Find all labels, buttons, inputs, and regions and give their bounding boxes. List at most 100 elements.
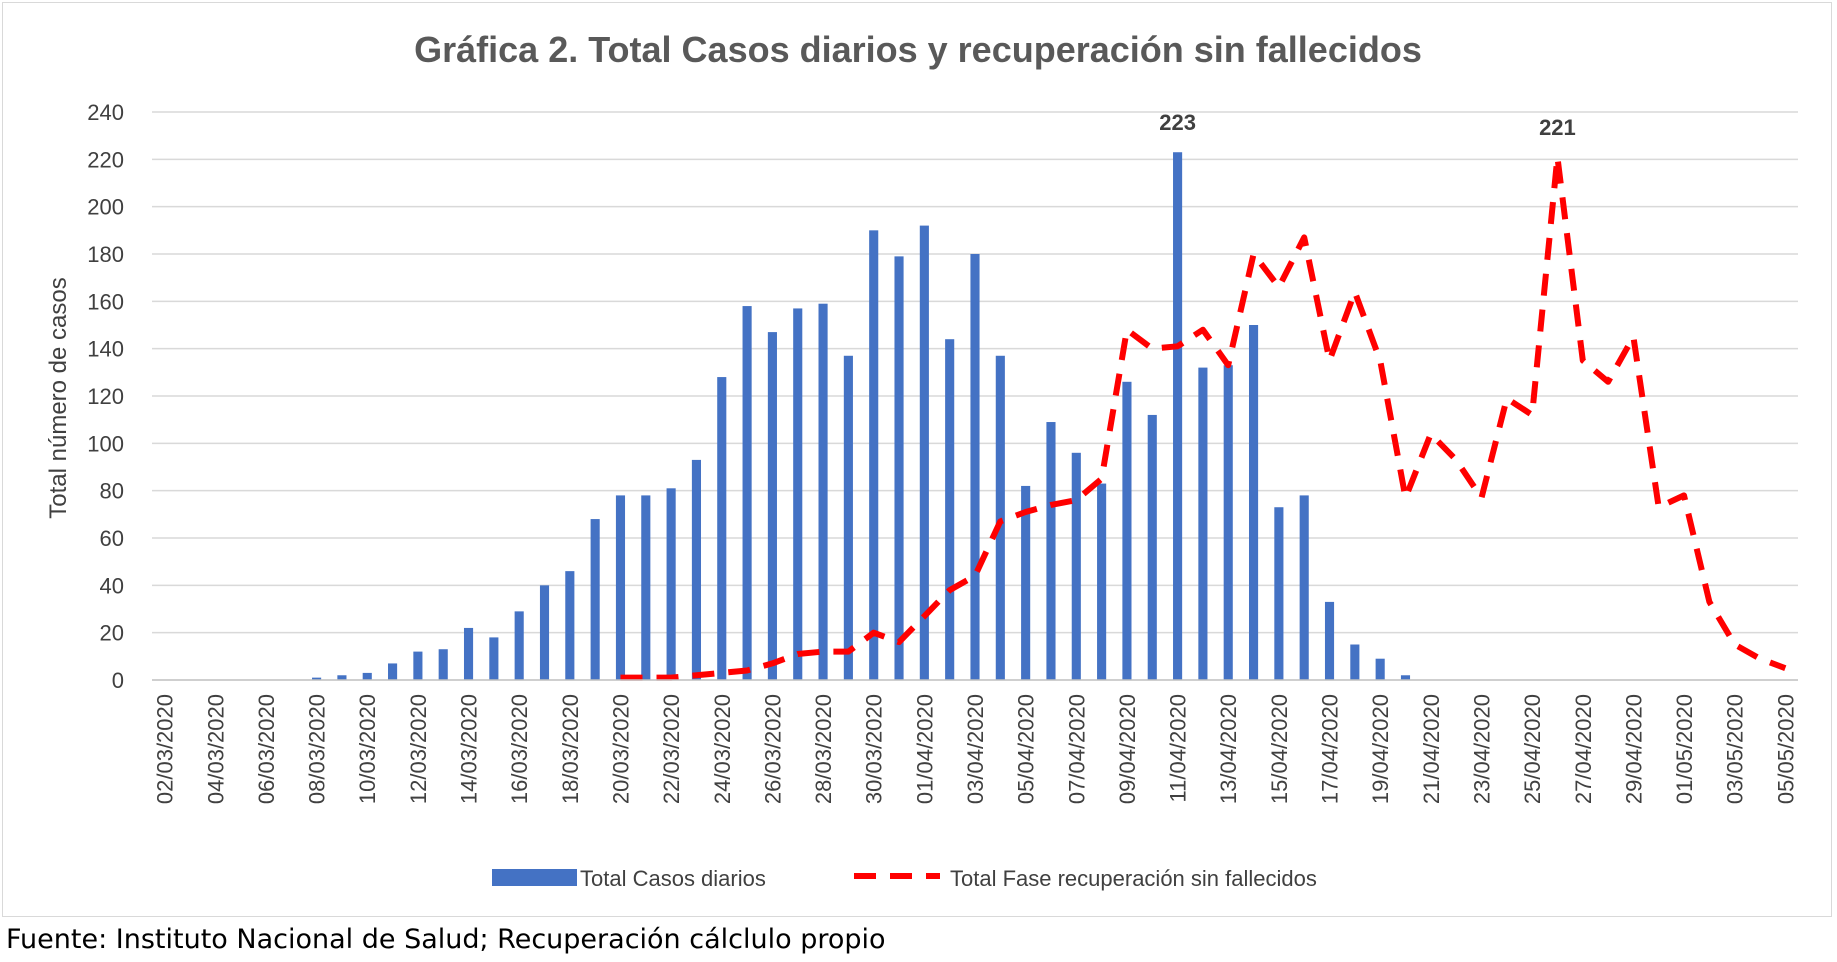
bar xyxy=(641,495,651,680)
x-tick-label: 05/04/2020 xyxy=(1014,694,1039,804)
bar xyxy=(945,339,955,680)
data-labels: 223 221 xyxy=(1159,110,1576,140)
x-tick-label: 09/04/2020 xyxy=(1115,694,1140,804)
bar xyxy=(742,306,752,680)
bar xyxy=(793,308,803,680)
x-tick-label: 14/03/2020 xyxy=(457,694,482,804)
x-tick-label: 01/04/2020 xyxy=(912,694,937,804)
x-tick-label: 19/04/2020 xyxy=(1368,694,1393,804)
bar xyxy=(489,637,499,680)
bar xyxy=(1198,367,1208,680)
bar xyxy=(514,611,524,680)
y-tick-label: 240 xyxy=(87,100,124,125)
x-tick-label: 15/04/2020 xyxy=(1267,694,1292,804)
x-tick-label: 10/03/2020 xyxy=(355,694,380,804)
bar xyxy=(590,519,600,680)
x-tick-label: 30/03/2020 xyxy=(862,694,887,804)
data-label: 223 xyxy=(1159,110,1196,135)
bar-series xyxy=(312,152,1411,681)
y-tick-label: 100 xyxy=(87,431,124,456)
bar xyxy=(1046,422,1056,680)
bar xyxy=(1400,675,1411,680)
x-tick-label: 03/05/2020 xyxy=(1723,694,1748,804)
bar xyxy=(717,377,727,680)
x-tick-label: 11/04/2020 xyxy=(1166,694,1191,802)
bar xyxy=(1097,483,1107,680)
bar xyxy=(1375,658,1385,680)
y-axis-label: Total número de casos xyxy=(45,277,72,518)
data-label: 221 xyxy=(1539,115,1576,140)
x-tick-label: 16/03/2020 xyxy=(507,694,532,804)
x-tick-label: 23/04/2020 xyxy=(1469,694,1494,804)
legend-swatch-bar xyxy=(492,869,577,886)
bar xyxy=(1223,365,1233,680)
chart-frame xyxy=(2,2,1832,917)
x-tick-label: 12/03/2020 xyxy=(406,694,431,804)
legend-label-line: Total Fase recuperación sin fallecidos xyxy=(950,866,1317,891)
legend-label-bar: Total Casos diarios xyxy=(580,866,766,891)
y-tick-label: 20 xyxy=(100,621,124,646)
bar xyxy=(843,355,853,680)
line-series-path xyxy=(620,154,1787,681)
x-tick-label: 04/03/2020 xyxy=(203,694,228,804)
x-tick-label: 21/04/2020 xyxy=(1419,694,1444,804)
bar xyxy=(767,332,777,680)
x-tick-label: 06/03/2020 xyxy=(254,694,279,804)
bar xyxy=(1324,601,1335,680)
bar xyxy=(869,230,879,681)
x-tick-label: 13/04/2020 xyxy=(1216,694,1241,804)
y-tick-label: 200 xyxy=(87,195,124,220)
bar xyxy=(1021,485,1031,680)
x-tick-label: 28/03/2020 xyxy=(811,694,836,804)
y-tick-label: 160 xyxy=(87,289,124,314)
bar xyxy=(1071,452,1081,680)
x-axis-ticks: 02/03/2020 04/03/2020 06/03/2020 08/03/2020… xyxy=(153,694,1799,804)
x-tick-label: 22/03/2020 xyxy=(659,694,684,804)
bar xyxy=(818,303,828,680)
y-tick-label: 180 xyxy=(87,242,124,267)
bar xyxy=(666,488,676,680)
x-tick-label: 07/04/2020 xyxy=(1064,694,1089,804)
chart-title: Gráfica 2. Total Casos diarios y recuper… xyxy=(414,29,1422,70)
bar xyxy=(615,495,626,680)
bar xyxy=(565,571,575,680)
y-tick-label: 120 xyxy=(87,384,124,409)
y-tick-label: 220 xyxy=(87,147,124,172)
bar xyxy=(1274,507,1284,680)
bar xyxy=(1122,381,1132,680)
bar xyxy=(1173,152,1183,680)
bar xyxy=(919,225,929,680)
bar xyxy=(438,649,448,680)
y-tick-label: 80 xyxy=(100,479,124,504)
bar xyxy=(894,256,904,680)
x-tick-label: 25/04/2020 xyxy=(1520,694,1545,804)
y-tick-label: 140 xyxy=(87,337,124,362)
legend: Total Casos diarios Total Fase recuperac… xyxy=(492,866,1317,891)
chart: Gráfica 2. Total Casos diarios y recuper… xyxy=(45,29,1799,891)
x-tick-label: 03/04/2020 xyxy=(963,694,988,804)
bar xyxy=(463,627,474,680)
bar xyxy=(995,355,1005,680)
bar xyxy=(362,672,372,680)
bar xyxy=(312,677,322,680)
bar xyxy=(413,651,423,680)
bar xyxy=(1248,325,1259,680)
source-note: Fuente: Instituto Nacional de Salud; Rec… xyxy=(6,924,886,955)
x-tick-label: 26/03/2020 xyxy=(760,694,785,804)
bar xyxy=(1147,414,1157,680)
x-tick-label: 20/03/2020 xyxy=(608,694,633,804)
y-tick-label: 40 xyxy=(100,573,124,598)
x-tick-label: 01/05/2020 xyxy=(1672,694,1697,804)
bar xyxy=(337,675,347,680)
x-tick-label: 29/04/2020 xyxy=(1621,694,1646,804)
bar xyxy=(388,663,398,680)
x-tick-label: 02/03/2020 xyxy=(153,694,178,804)
x-tick-label: 18/03/2020 xyxy=(558,694,583,804)
bar xyxy=(970,254,980,680)
x-tick-label: 08/03/2020 xyxy=(305,694,330,804)
x-tick-label: 17/04/2020 xyxy=(1318,694,1343,804)
bar xyxy=(691,459,702,680)
y-tick-label: 0 xyxy=(112,668,124,693)
bar xyxy=(1299,495,1309,680)
y-tick-label: 60 xyxy=(100,526,124,551)
